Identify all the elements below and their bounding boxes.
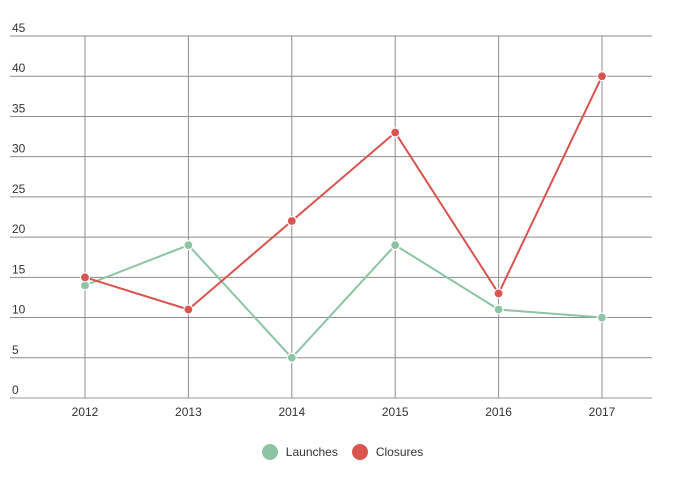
x-axis-ticks: 2012 2013 2014 2015 2016 2017 (72, 405, 616, 419)
point-launches-2013[interactable] (183, 240, 194, 251)
x-tick-label-2014: 2014 (278, 405, 305, 419)
x-tick-label-2017: 2017 (589, 405, 616, 419)
point-closures-2017[interactable] (596, 71, 608, 82)
y-tick-label-25: 25 (12, 182, 26, 196)
legend: Launches Closures (0, 440, 685, 464)
y-tick-label-40: 40 (12, 61, 26, 75)
y-tick-label-45: 45 (12, 21, 26, 35)
series-line-launches (84, 244, 603, 359)
series-line-closures (84, 75, 603, 311)
point-closures-2016[interactable] (493, 288, 504, 299)
point-closures-2015[interactable] (390, 127, 401, 138)
x-tick-label-2016: 2016 (485, 405, 512, 419)
point-closures-2012[interactable] (79, 272, 91, 283)
legend-label-launches: Launches (285, 445, 338, 459)
point-launches-2016[interactable] (493, 304, 504, 315)
x-tick-label-2015: 2015 (382, 405, 409, 419)
y-tick-label-35: 35 (12, 101, 26, 115)
grid (10, 35, 652, 399)
legend-item-closures[interactable]: Closures (351, 444, 424, 460)
legend-swatch-launches (261, 444, 278, 460)
y-tick-label-15: 15 (12, 262, 26, 276)
legend-swatch-closures (351, 444, 368, 460)
point-launches-2014[interactable] (286, 352, 297, 363)
y-axis-ticks: 0 5 10 15 20 25 30 35 40 45 (12, 21, 26, 397)
y-tick-label-5: 5 (12, 343, 19, 357)
point-launches-2017[interactable] (596, 312, 608, 323)
y-tick-label-0: 0 (12, 383, 19, 397)
point-closures-2013[interactable] (183, 304, 194, 315)
point-launches-2015[interactable] (390, 240, 401, 251)
point-closures-2014[interactable] (286, 215, 297, 227)
y-tick-label-30: 30 (12, 142, 26, 156)
legend-label-closures: Closures (375, 445, 424, 459)
legend-item-launches[interactable]: Launches (261, 444, 338, 460)
series-group (79, 71, 608, 363)
x-tick-label-2013: 2013 (175, 405, 202, 419)
x-tick-label-2012: 2012 (72, 405, 99, 419)
y-tick-label-20: 20 (12, 222, 26, 236)
y-tick-label-10: 10 (12, 303, 26, 317)
